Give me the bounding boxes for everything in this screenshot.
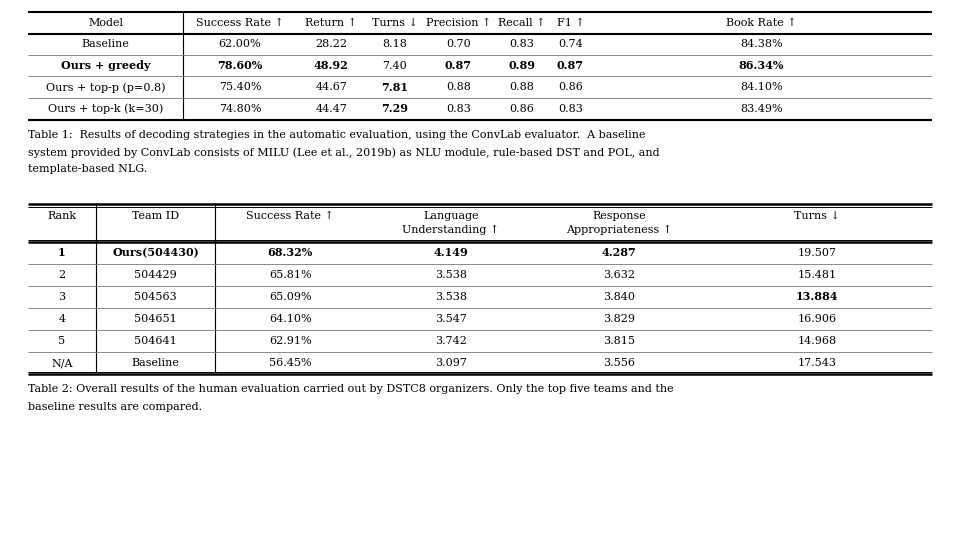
Text: 15.481: 15.481 [797, 270, 836, 280]
Text: 0.83: 0.83 [445, 104, 470, 114]
Text: 44.67: 44.67 [315, 82, 348, 93]
Text: 0.87: 0.87 [557, 60, 584, 71]
Text: 3.547: 3.547 [435, 314, 467, 324]
Text: 3.097: 3.097 [435, 358, 467, 368]
Text: 3.742: 3.742 [435, 336, 467, 346]
Text: 8.18: 8.18 [382, 39, 407, 49]
Text: 48.92: 48.92 [314, 60, 348, 71]
Text: Ours(504430): Ours(504430) [112, 248, 199, 259]
Text: 5: 5 [59, 336, 65, 346]
Text: 0.89: 0.89 [509, 60, 536, 71]
Text: 3.632: 3.632 [603, 270, 636, 280]
Text: Table 1:  Results of decoding strategies in the automatic evaluation, using the : Table 1: Results of decoding strategies … [28, 130, 645, 140]
Text: 64.10%: 64.10% [269, 314, 311, 324]
Text: Ours + top-k (k=30): Ours + top-k (k=30) [48, 104, 163, 114]
Text: 17.543: 17.543 [797, 358, 836, 368]
Text: 504429: 504429 [134, 270, 177, 280]
Text: 56.45%: 56.45% [269, 358, 311, 368]
Text: 0.74: 0.74 [558, 39, 583, 49]
Text: 504641: 504641 [134, 336, 177, 346]
Text: Turns ↓: Turns ↓ [794, 211, 840, 221]
Text: 62.91%: 62.91% [269, 336, 311, 346]
Text: 4.287: 4.287 [602, 248, 636, 259]
Text: 86.34%: 86.34% [738, 60, 783, 71]
Text: 84.10%: 84.10% [740, 82, 782, 93]
Text: Model: Model [88, 18, 123, 28]
Text: 1: 1 [59, 248, 65, 259]
Text: Response: Response [592, 211, 646, 221]
Text: 62.00%: 62.00% [219, 39, 261, 49]
Text: 74.80%: 74.80% [219, 104, 261, 114]
Text: 4.149: 4.149 [434, 248, 468, 259]
Text: 2: 2 [59, 270, 65, 280]
Text: 0.70: 0.70 [446, 39, 470, 49]
Text: 65.09%: 65.09% [269, 292, 311, 302]
Text: baseline results are compared.: baseline results are compared. [28, 402, 203, 412]
Text: 65.81%: 65.81% [269, 270, 311, 280]
Text: 0.83: 0.83 [510, 39, 535, 49]
Text: 3: 3 [59, 292, 65, 302]
Text: 13.884: 13.884 [796, 291, 838, 302]
Text: Table 2: Overall results of the human evaluation carried out by DSTC8 organizers: Table 2: Overall results of the human ev… [28, 384, 674, 394]
Text: 0.86: 0.86 [558, 82, 583, 93]
Text: Ours + greedy: Ours + greedy [61, 60, 151, 71]
Text: 3.840: 3.840 [603, 292, 636, 302]
Text: 7.29: 7.29 [381, 103, 408, 114]
Text: 16.906: 16.906 [797, 314, 836, 324]
Text: 28.22: 28.22 [315, 39, 348, 49]
Text: 83.49%: 83.49% [740, 104, 782, 114]
Text: Success Rate ↑: Success Rate ↑ [196, 18, 284, 28]
Text: 0.83: 0.83 [558, 104, 583, 114]
Text: 3.815: 3.815 [603, 336, 636, 346]
Text: Precision ↑: Precision ↑ [425, 18, 491, 28]
Text: 504563: 504563 [134, 292, 177, 302]
Text: N/A: N/A [51, 358, 73, 368]
Text: 3.538: 3.538 [435, 292, 468, 302]
Text: F1 ↑: F1 ↑ [557, 18, 585, 28]
Text: 44.47: 44.47 [315, 104, 348, 114]
Text: Book Rate ↑: Book Rate ↑ [726, 18, 797, 28]
Text: 4: 4 [59, 314, 65, 324]
Text: Ours + top-p (p=0.8): Ours + top-p (p=0.8) [46, 82, 165, 93]
Text: 14.968: 14.968 [797, 336, 836, 346]
Text: 68.32%: 68.32% [268, 248, 313, 259]
Text: Baseline: Baseline [132, 358, 180, 368]
Text: 78.60%: 78.60% [217, 60, 263, 71]
Text: Recall ↑: Recall ↑ [498, 18, 546, 28]
Text: 75.40%: 75.40% [219, 82, 261, 93]
Text: 0.88: 0.88 [445, 82, 470, 93]
Text: Turns ↓: Turns ↓ [372, 18, 418, 28]
Text: Return ↑: Return ↑ [305, 18, 357, 28]
Text: 0.87: 0.87 [444, 60, 471, 71]
Text: 84.38%: 84.38% [740, 39, 782, 49]
Text: template-based NLG.: template-based NLG. [28, 165, 147, 175]
Text: Team ID: Team ID [132, 211, 179, 221]
Text: 504651: 504651 [134, 314, 177, 324]
Text: 0.86: 0.86 [510, 104, 535, 114]
Text: 3.556: 3.556 [603, 358, 636, 368]
Text: 3.829: 3.829 [603, 314, 636, 324]
Text: Rank: Rank [47, 211, 77, 221]
Text: 7.81: 7.81 [381, 82, 408, 93]
Text: Understanding ↑: Understanding ↑ [402, 224, 500, 234]
Text: Success Rate ↑: Success Rate ↑ [246, 211, 334, 221]
Text: 7.40: 7.40 [382, 61, 407, 71]
Text: 3.538: 3.538 [435, 270, 468, 280]
Text: Language: Language [423, 211, 479, 221]
Text: Appropriateness ↑: Appropriateness ↑ [566, 224, 672, 234]
Text: 0.88: 0.88 [510, 82, 535, 93]
Text: Baseline: Baseline [82, 39, 130, 49]
Text: 19.507: 19.507 [797, 248, 836, 258]
Text: system provided by ConvLab consists of MILU (Lee et al., 2019b) as NLU module, r: system provided by ConvLab consists of M… [28, 147, 660, 157]
